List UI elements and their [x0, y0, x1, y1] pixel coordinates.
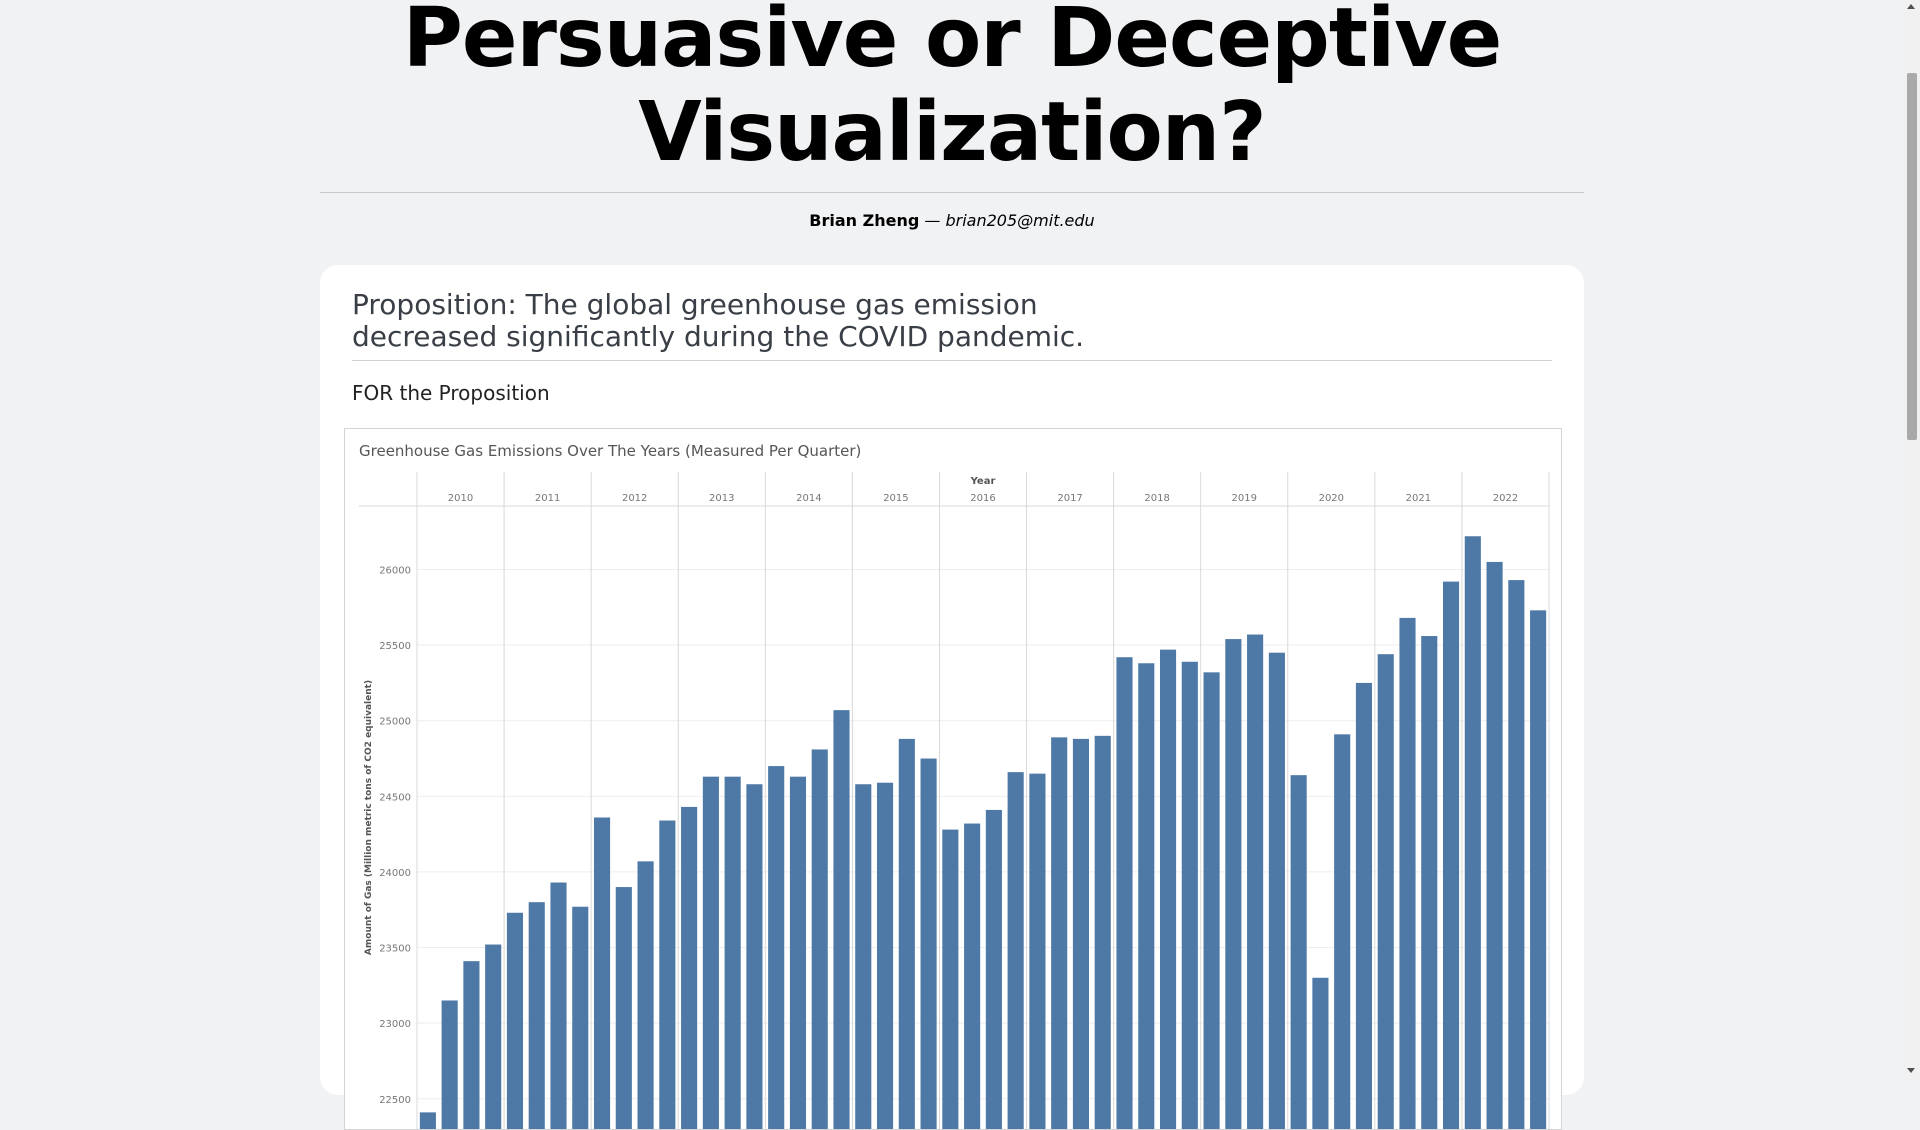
proposition-divider — [352, 360, 1552, 361]
bar — [964, 823, 981, 1129]
y-tick-label: 26000 — [379, 566, 411, 577]
bar — [920, 758, 937, 1129]
year-header-label: 2019 — [1232, 493, 1257, 504]
scroll-up-arrow-icon[interactable] — [1907, 4, 1915, 9]
bar — [615, 887, 632, 1129]
author-name: Brian Zheng — [809, 211, 920, 230]
bar — [1290, 775, 1307, 1129]
y-tick-label: 25500 — [379, 641, 411, 652]
proposition-heading: Proposition: The global greenhouse gas e… — [352, 288, 1085, 353]
scrollbar-thumb[interactable] — [1907, 73, 1917, 440]
bar — [528, 902, 545, 1129]
section-heading-for: FOR the Proposition — [352, 381, 550, 405]
bar — [419, 1112, 436, 1129]
bar — [1268, 652, 1285, 1129]
y-tick-label: 23500 — [379, 944, 411, 955]
scroll-down-arrow-icon[interactable] — [1907, 1068, 1915, 1073]
byline-separator: — — [924, 211, 941, 230]
bar — [789, 776, 807, 1129]
bar — [898, 738, 915, 1129]
bar — [681, 806, 698, 1129]
bar — [855, 784, 872, 1129]
year-header-label: 2015 — [883, 493, 908, 504]
y-tick-label: 23000 — [379, 1019, 411, 1030]
page-scrollbar[interactable] — [1903, 0, 1920, 1080]
bar — [724, 776, 741, 1129]
bar — [463, 961, 480, 1129]
bar — [1377, 654, 1394, 1129]
emissions-chart[interactable]: Greenhouse Gas Emissions Over The Years … — [345, 429, 1561, 1129]
bar — [1464, 536, 1481, 1129]
chart-title: Greenhouse Gas Emissions Over The Years … — [359, 442, 861, 460]
y-tick-label: 24000 — [379, 868, 411, 879]
bar — [1138, 663, 1155, 1129]
bar — [1334, 734, 1351, 1129]
bar — [593, 817, 611, 1129]
page-title: Persuasive or Deceptive Visualization? — [402, 0, 1503, 180]
bar — [1203, 672, 1220, 1129]
bar — [1116, 657, 1133, 1129]
y-axis-label: Amount of Gas (Million metric tons of CO… — [364, 680, 374, 955]
bar — [1051, 737, 1068, 1129]
bar — [942, 829, 959, 1129]
year-header-label: 2010 — [448, 493, 473, 504]
bar — [1508, 580, 1525, 1129]
year-header-label: 2018 — [1144, 493, 1169, 504]
year-header-label: 2012 — [622, 493, 647, 504]
bar — [833, 710, 850, 1129]
proposition-card: Proposition: The global greenhouse gas e… — [320, 265, 1584, 1130]
bar — [659, 820, 676, 1129]
bar — [550, 882, 567, 1129]
bar — [1355, 682, 1373, 1129]
bar — [1312, 977, 1329, 1129]
bar — [1421, 636, 1438, 1129]
column-header-year: Year — [970, 476, 996, 487]
y-tick-label: 22500 — [379, 1095, 411, 1106]
bar — [1442, 581, 1460, 1129]
bar — [985, 809, 1002, 1129]
bar — [1399, 617, 1416, 1129]
year-header-label: 2011 — [535, 493, 560, 504]
bar — [1225, 639, 1242, 1129]
year-header-label: 2017 — [1057, 493, 1082, 504]
bar — [1247, 634, 1264, 1129]
year-header-label: 2016 — [970, 493, 995, 504]
chart-frame[interactable]: Greenhouse Gas Emissions Over The Years … — [344, 428, 1562, 1130]
bar — [1072, 738, 1090, 1129]
bar — [506, 912, 524, 1129]
bar — [441, 1000, 458, 1129]
bar — [1007, 772, 1024, 1129]
bar — [637, 861, 654, 1129]
y-tick-label: 25000 — [379, 717, 411, 728]
year-header-label: 2013 — [709, 493, 734, 504]
year-header-label: 2021 — [1406, 493, 1431, 504]
bar — [1094, 735, 1111, 1129]
bar — [876, 782, 894, 1129]
bar — [811, 749, 828, 1129]
bar — [768, 766, 785, 1129]
title-divider — [320, 192, 1584, 193]
bar — [572, 906, 589, 1129]
year-header-label: 2014 — [796, 493, 821, 504]
author-email: brian205@mit.edu — [945, 211, 1095, 230]
bar — [1029, 773, 1046, 1129]
bar — [1530, 610, 1547, 1129]
year-header-label: 2020 — [1319, 493, 1344, 504]
bar — [485, 944, 502, 1129]
byline: Brian Zheng — brian205@mit.edu — [320, 211, 1584, 230]
y-tick-label: 24500 — [379, 792, 411, 803]
bar — [746, 784, 763, 1129]
bar — [1159, 649, 1177, 1129]
year-header-label: 2022 — [1493, 493, 1518, 504]
bar — [1486, 561, 1503, 1129]
bar — [1181, 661, 1198, 1129]
bar — [702, 776, 719, 1129]
